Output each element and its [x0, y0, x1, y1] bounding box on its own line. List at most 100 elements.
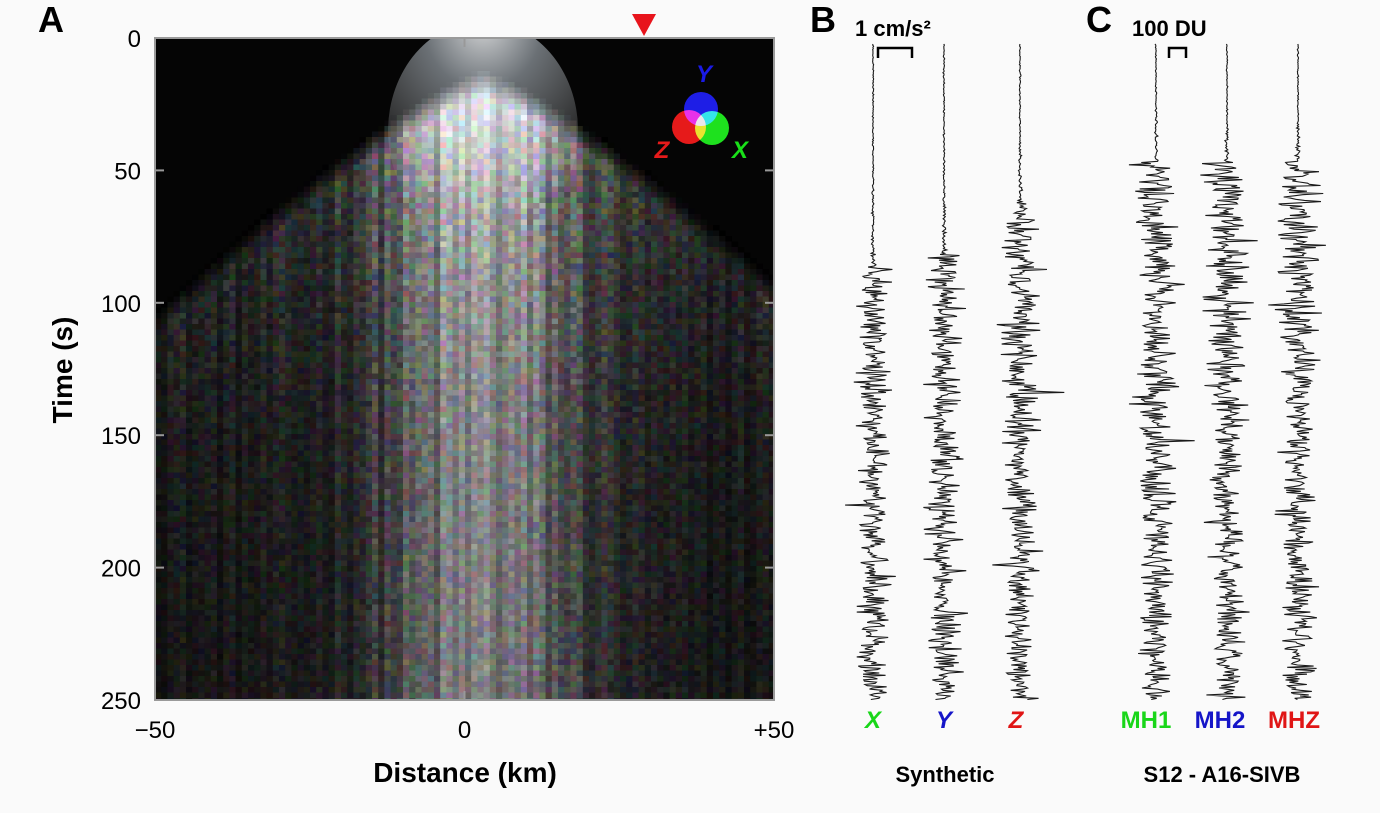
heatmap-cell — [663, 252, 670, 259]
heatmap-cell — [285, 335, 292, 341]
heatmap-cell — [266, 439, 274, 446]
heatmap-cell — [613, 395, 621, 402]
heatmap-cell — [595, 197, 602, 204]
heatmap-cell — [328, 274, 336, 281]
heatmap-cell — [558, 225, 565, 231]
heatmap-cell — [589, 137, 596, 143]
heatmap-cell — [372, 324, 379, 330]
heatmap-cell — [254, 390, 261, 396]
heatmap-cell — [483, 412, 491, 418]
heatmap-cell — [347, 357, 354, 363]
heatmap-cell — [198, 313, 205, 319]
heatmap-cell — [539, 346, 546, 352]
heatmap-cell — [229, 439, 236, 446]
heatmap-cell — [762, 307, 770, 314]
heatmap-cell — [396, 439, 404, 446]
heatmap-cell — [551, 324, 559, 330]
heatmap-cell — [558, 252, 565, 259]
heatmap-cell — [576, 274, 584, 281]
heatmap-cell — [421, 280, 429, 286]
heatmap-cell — [303, 329, 311, 336]
heatmap-cell — [756, 274, 763, 281]
heatmap-cell — [316, 247, 323, 253]
heatmap-cell — [322, 236, 329, 242]
heatmap-cell — [322, 197, 329, 204]
heatmap-cell — [446, 263, 453, 270]
heatmap-cell — [601, 164, 608, 171]
heatmap-cell — [235, 362, 243, 369]
heatmap-cell — [378, 247, 385, 253]
heatmap-cell — [390, 379, 398, 385]
heatmap-cell — [440, 423, 447, 429]
heatmap-cell — [390, 307, 398, 314]
heatmap-cell — [750, 368, 757, 374]
heatmap-cell — [384, 406, 391, 413]
heatmap-cell — [427, 296, 435, 303]
heatmap-cell — [706, 318, 714, 325]
heatmap-cell — [607, 170, 615, 176]
heatmap-cell — [409, 373, 416, 380]
heatmap-cell — [663, 335, 670, 341]
heatmap-cell — [539, 406, 546, 413]
heatmap-cell — [458, 236, 466, 242]
heatmap-cell — [403, 379, 410, 385]
heatmap-cell — [502, 340, 509, 347]
heatmap-cell — [669, 263, 677, 270]
heatmap-cell — [372, 379, 379, 385]
heatmap-cell — [663, 406, 670, 413]
heatmap-cell — [415, 379, 422, 385]
heatmap-cell — [198, 417, 205, 424]
heatmap-cell — [365, 175, 373, 182]
heatmap-cell — [744, 258, 751, 264]
heatmap-cell — [235, 379, 243, 385]
heatmap-cell — [365, 434, 373, 440]
heatmap-cell — [322, 214, 329, 220]
heatmap-cell — [421, 362, 429, 369]
heatmap-cell — [260, 428, 267, 435]
heatmap-cell — [700, 368, 708, 374]
heatmap-cell — [390, 170, 398, 176]
heatmap-cell — [279, 434, 286, 440]
heatmap-cell — [465, 434, 472, 440]
heatmap-cell — [322, 208, 329, 215]
heatmap-cell — [248, 302, 255, 308]
heatmap-cell — [489, 406, 497, 413]
heatmap-cell — [520, 417, 528, 424]
heatmap-cell — [272, 362, 280, 369]
heatmap-cell — [359, 368, 367, 374]
heatmap-cell — [155, 417, 162, 424]
heatmap-cell — [421, 351, 429, 358]
heatmap-cell — [341, 417, 348, 424]
heatmap-cell — [669, 390, 677, 396]
heatmap-cell — [334, 379, 342, 385]
heatmap-cell — [260, 274, 267, 281]
heatmap-cell — [688, 335, 695, 341]
heatmap-cell — [626, 258, 633, 264]
heatmap-cell — [514, 368, 522, 374]
heatmap-cell — [347, 181, 354, 187]
heatmap-cell — [353, 236, 360, 242]
heatmap-cell — [539, 428, 546, 435]
heatmap-cell — [328, 252, 336, 259]
heatmap-cell — [644, 357, 652, 363]
heatmap-cell — [384, 203, 391, 209]
heatmap-cell — [365, 351, 373, 358]
heatmap-cell — [620, 219, 627, 226]
heatmap-cell — [378, 423, 385, 429]
heatmap-cell — [669, 280, 677, 286]
heatmap-cell — [155, 351, 162, 358]
heatmap-cell — [452, 434, 460, 440]
heatmap-cell — [322, 357, 329, 363]
heatmap-cell — [545, 434, 553, 440]
heatmap-cell — [657, 192, 664, 198]
heatmap-cell — [737, 274, 745, 281]
heatmap-cell — [235, 263, 243, 270]
heatmap-cell — [204, 368, 212, 374]
heatmap-cell — [533, 258, 540, 264]
heatmap-cell — [632, 368, 639, 374]
heatmap-cell — [198, 329, 205, 336]
panel-a-letter: A — [38, 0, 64, 40]
heatmap-cell — [564, 186, 571, 193]
heatmap-cell — [291, 258, 298, 264]
heatmap-cell — [328, 164, 336, 171]
